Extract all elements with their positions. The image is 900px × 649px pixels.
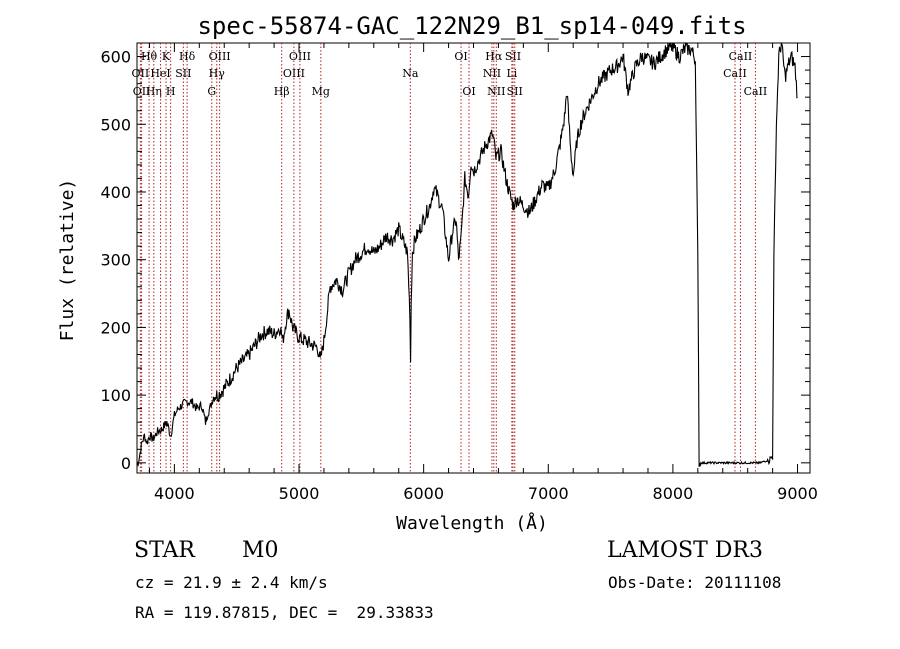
x-axis-label: Wavelength (Å) <box>396 512 548 534</box>
marker-label-20: Hα <box>485 50 503 63</box>
marker-label-15: Mg <box>312 85 330 98</box>
observation-date: Obs-Date: 20111108 <box>608 573 782 592</box>
marker-label-11: OIII <box>209 50 231 63</box>
marker-label-19: NII <box>483 67 501 80</box>
x-tick-label-1: 5000 <box>279 484 320 503</box>
marker-label-17: OI <box>454 50 467 63</box>
marker-label-1: OII <box>133 85 151 98</box>
marker-label-5: K <box>162 50 171 63</box>
marker-label-9: G <box>207 85 216 98</box>
marker-label-16: Na <box>402 67 419 80</box>
marker-label-27: CaII <box>744 85 768 98</box>
marker-label-4: HeI <box>150 67 170 80</box>
y-axis-label: Flux (relative) <box>57 179 78 342</box>
marker-label-0: OII <box>132 67 150 80</box>
marker-label-13: OIII <box>283 67 305 80</box>
marker-label-8: Hδ <box>179 50 196 63</box>
redshift-readout: cz = 21.9 ± 2.4 km/s <box>135 573 328 592</box>
marker-label-6: H <box>166 85 176 98</box>
x-tick-label-0: 4000 <box>154 484 195 503</box>
line-markers: OII OII Hθ Hη HeI K H SII Hδ G Hγ OIII Hβ OIII OIII Mg N… <box>132 43 768 473</box>
marker-label-14: OIII <box>289 50 311 63</box>
marker-label-22: Li <box>506 67 517 80</box>
y-tick-label-0: 0 <box>121 454 131 473</box>
marker-label-21: NII <box>487 85 505 98</box>
object-class: STAR <box>134 538 195 563</box>
x-tick-label-4: 8000 <box>653 484 694 503</box>
marker-label-7: SII <box>175 67 191 80</box>
plot-frame <box>136 42 811 474</box>
y-tick-label-6: 600 <box>100 48 131 67</box>
marker-label-24: SII <box>507 85 523 98</box>
axis-ticks: 4000 5000 6000 7000 8000 9000 0 100 200 300 400 500… <box>100 43 818 503</box>
y-tick-label-4: 400 <box>100 183 131 202</box>
x-tick-label-2: 6000 <box>403 484 444 503</box>
y-tick-label-1: 100 <box>100 386 131 405</box>
spectrum-series-line <box>136 41 798 467</box>
marker-label-3: Hη <box>146 85 162 98</box>
marker-label-26: CaII <box>729 50 753 63</box>
marker-label-2: Hθ <box>141 50 158 63</box>
object-subclass: M0 <box>242 538 279 563</box>
y-tick-label-2: 200 <box>100 318 131 337</box>
survey-name: LAMOST DR3 <box>607 538 763 563</box>
x-tick-label-5: 9000 <box>777 484 818 503</box>
marker-label-10: Hγ <box>209 67 226 80</box>
marker-label-23: SII <box>505 50 521 63</box>
y-tick-label-5: 500 <box>100 115 131 134</box>
x-tick-label-3: 7000 <box>528 484 569 503</box>
marker-label-18: OI <box>462 85 475 98</box>
chart-title: spec-55874-GAC_122N29_B1_sp14-049.fits <box>197 12 746 40</box>
marker-label-25: CaII <box>723 67 747 80</box>
y-tick-label-3: 300 <box>100 251 131 270</box>
coordinates-readout: RA = 119.87815, DEC = 29.33833 <box>135 603 434 622</box>
marker-label-12: Hβ <box>274 85 290 98</box>
